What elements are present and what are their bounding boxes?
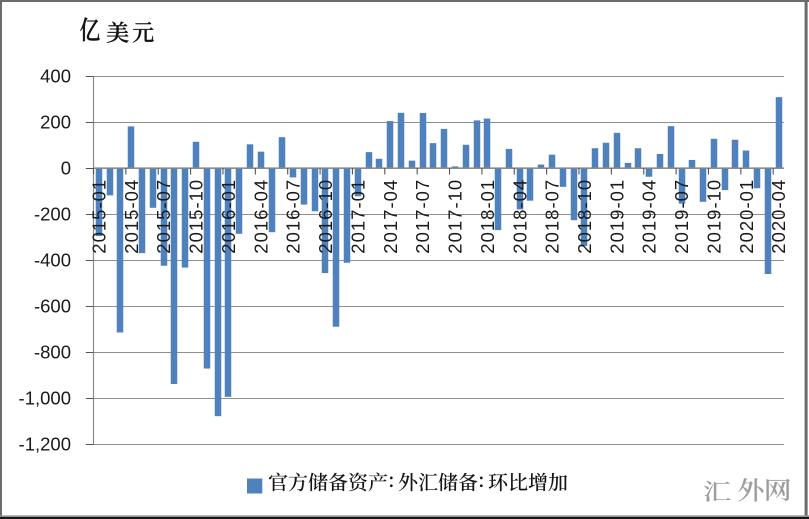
svg-text:-600: -600 — [34, 296, 71, 317]
svg-text:-800: -800 — [34, 342, 71, 363]
svg-text:2017-04: 2017-04 — [380, 179, 401, 254]
svg-text:2020-04: 2020-04 — [768, 179, 789, 254]
svg-text:2016-04: 2016-04 — [250, 179, 271, 254]
svg-text:400: 400 — [40, 66, 71, 87]
svg-text:2015-01: 2015-01 — [88, 179, 109, 254]
svg-text:-200: -200 — [34, 204, 71, 225]
svg-text:2018-10: 2018-10 — [574, 179, 595, 254]
svg-text:2018-01: 2018-01 — [477, 179, 498, 254]
svg-text:0: 0 — [61, 158, 71, 179]
svg-text:2016-07: 2016-07 — [283, 179, 304, 254]
svg-text:2017-07: 2017-07 — [412, 179, 433, 254]
svg-text:2016-10: 2016-10 — [315, 179, 336, 254]
svg-text:-1,000: -1,000 — [19, 388, 71, 409]
svg-text:2019-04: 2019-04 — [639, 179, 660, 254]
svg-text:2015-10: 2015-10 — [186, 179, 207, 254]
svg-text:2016-01: 2016-01 — [218, 179, 239, 254]
svg-text:2018-04: 2018-04 — [509, 179, 530, 254]
svg-text:200: 200 — [40, 112, 71, 133]
svg-text:2019-01: 2019-01 — [606, 179, 627, 254]
svg-text:2017-01: 2017-01 — [347, 179, 368, 254]
svg-text:2020-01: 2020-01 — [736, 179, 757, 254]
svg-text:2015-07: 2015-07 — [153, 179, 174, 254]
svg-text:2019-10: 2019-10 — [703, 179, 724, 254]
svg-text:-1,200: -1,200 — [19, 434, 71, 455]
svg-text:2015-04: 2015-04 — [121, 179, 142, 254]
svg-text:2018-07: 2018-07 — [542, 179, 563, 254]
svg-text:2019-07: 2019-07 — [671, 179, 692, 254]
svg-text:2017-10: 2017-10 — [445, 179, 466, 254]
svg-text:-400: -400 — [34, 250, 71, 271]
